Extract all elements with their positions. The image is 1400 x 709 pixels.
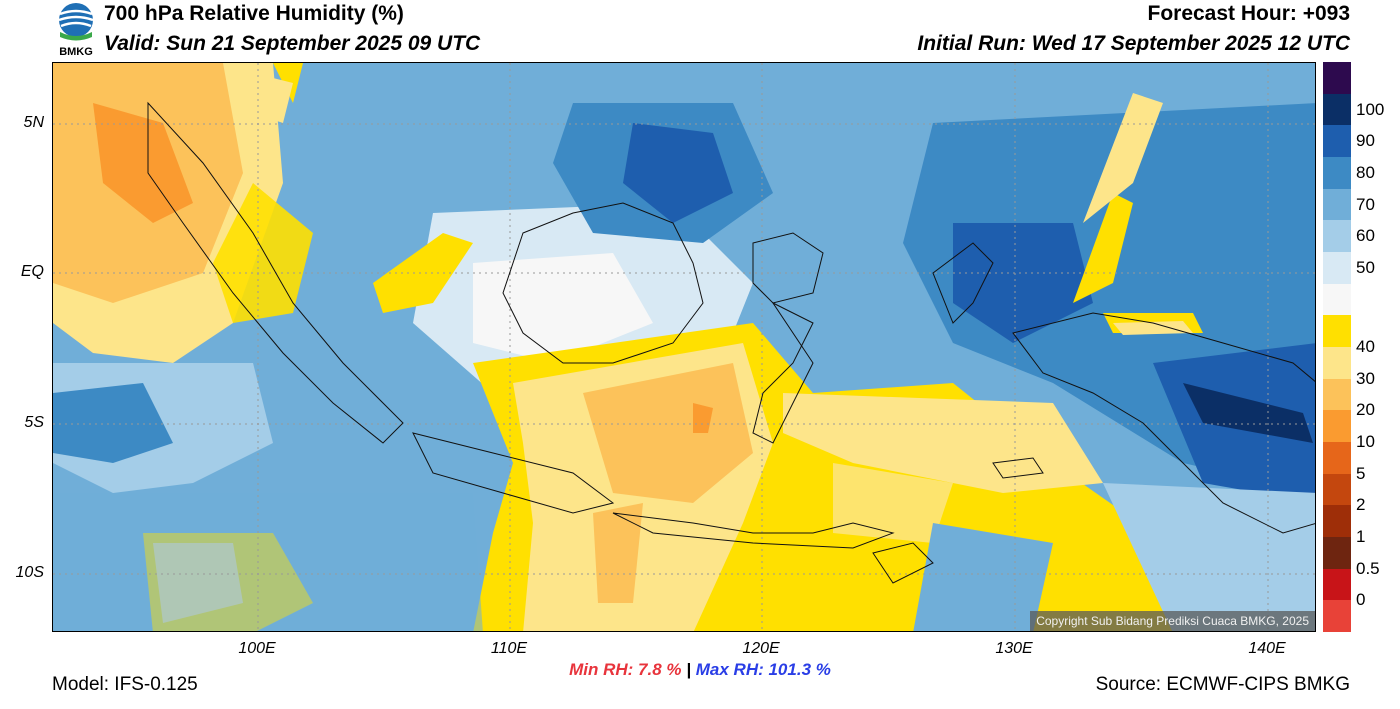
rh-stats: Min RH: 7.8 % | Max RH: 101.3 % bbox=[0, 660, 1400, 680]
colorbar-label: 60 bbox=[1356, 226, 1375, 246]
colorbar-label: 70 bbox=[1356, 194, 1375, 214]
colorbar-cell bbox=[1323, 93, 1351, 126]
max-rh: Max RH: 101.3 % bbox=[695, 660, 831, 679]
lon-label-130e: 130E bbox=[995, 640, 1033, 657]
colorbar-cell bbox=[1323, 188, 1351, 221]
lat-label-5n: 5N bbox=[23, 114, 44, 131]
stats-separator: | bbox=[686, 660, 692, 679]
colorbar-label: 20 bbox=[1356, 400, 1375, 420]
map-title: 700 hPa Relative Humidity (%) bbox=[104, 2, 404, 25]
humidity-field bbox=[53, 63, 1315, 631]
colorbar-cell bbox=[1323, 125, 1351, 158]
colorbar-cell bbox=[1323, 62, 1351, 95]
initial-run: Initial Run: Wed 17 September 2025 12 UT… bbox=[917, 32, 1350, 55]
colorbar-label: 40 bbox=[1356, 337, 1375, 356]
colorbar-cell bbox=[1323, 283, 1351, 316]
colorbar-cell bbox=[1323, 220, 1351, 253]
colorbar-label: 0 bbox=[1356, 590, 1366, 610]
lon-label-120e: 120E bbox=[742, 640, 780, 657]
humidity-map: Copyright Sub Bidang Prediksi Cuaca BMKG… bbox=[52, 62, 1316, 632]
colorbar-cell bbox=[1323, 568, 1351, 601]
lon-label-110e: 110E bbox=[490, 640, 528, 657]
colorbar-cell bbox=[1323, 347, 1351, 380]
colorbar-cell bbox=[1323, 378, 1351, 411]
source-label: Source: ECMWF-CIPS BMKG bbox=[1095, 674, 1350, 695]
colorbar-label: 100 bbox=[1356, 99, 1385, 119]
copyright-notice: Copyright Sub Bidang Prediksi Cuaca BMKG… bbox=[1030, 611, 1315, 631]
colorbar-label: 80 bbox=[1356, 162, 1375, 182]
colorbar-label: 90 bbox=[1356, 131, 1375, 151]
colorbar-cell bbox=[1323, 410, 1351, 443]
lon-label-100e: 100E bbox=[238, 640, 276, 657]
colorbar bbox=[1323, 62, 1351, 633]
colorbar-label: 5 bbox=[1356, 463, 1366, 483]
colorbar-label: 1 bbox=[1356, 527, 1366, 546]
forecast-hour: Forecast Hour: +093 bbox=[1147, 2, 1351, 25]
lon-label-140e: 140E bbox=[1248, 640, 1286, 657]
lat-label-5s: 5S bbox=[24, 414, 44, 431]
min-rh: Min RH: 7.8 % bbox=[569, 660, 682, 679]
colorbar-cell bbox=[1323, 537, 1351, 570]
colorbar-label: 0.5 bbox=[1356, 558, 1380, 578]
model-label: Model: IFS-0.125 bbox=[52, 674, 198, 695]
valid-time: Valid: Sun 21 September 2025 09 UTC bbox=[104, 32, 481, 55]
colorbar-cell bbox=[1323, 157, 1351, 190]
colorbar-label: 2 bbox=[1356, 495, 1366, 515]
colorbar-cell bbox=[1323, 473, 1351, 506]
colorbar-cell bbox=[1323, 442, 1351, 475]
colorbar-label: 50 bbox=[1356, 257, 1375, 277]
logo-text: BMKG bbox=[59, 46, 93, 58]
colorbar-cell bbox=[1323, 600, 1351, 633]
colorbar-label: 10 bbox=[1356, 432, 1375, 451]
colorbar-label: 30 bbox=[1356, 368, 1375, 388]
colorbar-cell bbox=[1323, 315, 1351, 348]
bmkg-logo: BMKG bbox=[52, 2, 100, 60]
lat-label-eq: EQ bbox=[20, 263, 44, 280]
colorbar-cell bbox=[1323, 505, 1351, 538]
colorbar-cell bbox=[1323, 252, 1351, 285]
lat-label-10s: 10S bbox=[15, 564, 44, 581]
